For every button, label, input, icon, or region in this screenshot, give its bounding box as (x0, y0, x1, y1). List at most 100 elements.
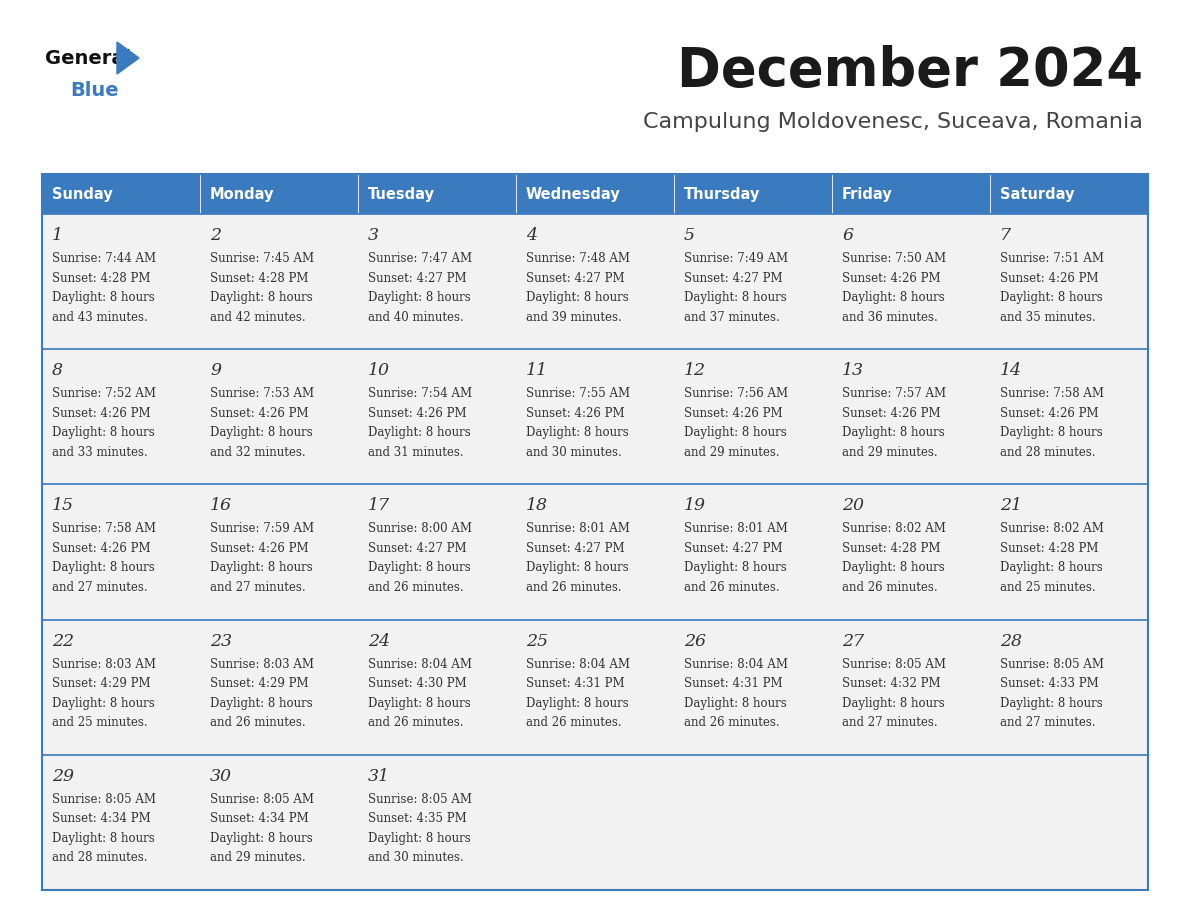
Text: Sunrise: 8:01 AM: Sunrise: 8:01 AM (526, 522, 630, 535)
Text: Sunrise: 7:58 AM: Sunrise: 7:58 AM (1000, 387, 1104, 400)
Text: and 28 minutes.: and 28 minutes. (52, 851, 147, 865)
Text: Sunset: 4:32 PM: Sunset: 4:32 PM (842, 677, 941, 690)
Bar (200, 349, 358, 485)
Text: and 39 minutes.: and 39 minutes. (526, 310, 621, 323)
Text: Sunset: 4:26 PM: Sunset: 4:26 PM (684, 407, 783, 420)
Text: 7: 7 (1000, 227, 1011, 244)
Text: and 31 minutes.: and 31 minutes. (368, 446, 463, 459)
Text: 23: 23 (210, 633, 232, 650)
Bar (674, 485, 832, 620)
Text: 2: 2 (210, 227, 221, 244)
Bar (200, 214, 358, 349)
Text: Sunrise: 7:47 AM: Sunrise: 7:47 AM (368, 252, 472, 265)
Text: Sunset: 4:26 PM: Sunset: 4:26 PM (368, 407, 467, 420)
Text: Sunset: 4:31 PM: Sunset: 4:31 PM (684, 677, 783, 690)
Text: Daylight: 8 hours: Daylight: 8 hours (52, 426, 154, 439)
Text: and 26 minutes.: and 26 minutes. (368, 716, 463, 729)
Text: Daylight: 8 hours: Daylight: 8 hours (842, 426, 944, 439)
Text: Sunrise: 7:49 AM: Sunrise: 7:49 AM (684, 252, 788, 265)
Text: 6: 6 (842, 227, 853, 244)
Text: Sunrise: 8:05 AM: Sunrise: 8:05 AM (368, 793, 472, 806)
Text: Daylight: 8 hours: Daylight: 8 hours (52, 562, 154, 575)
Text: 24: 24 (368, 633, 390, 650)
Text: and 33 minutes.: and 33 minutes. (52, 446, 147, 459)
Text: and 36 minutes.: and 36 minutes. (842, 310, 937, 323)
Text: and 30 minutes.: and 30 minutes. (526, 446, 621, 459)
Text: and 26 minutes.: and 26 minutes. (526, 716, 621, 729)
Bar (42, 174, 200, 214)
Text: Sunset: 4:26 PM: Sunset: 4:26 PM (210, 542, 309, 554)
Text: Daylight: 8 hours: Daylight: 8 hours (52, 291, 154, 304)
Text: Daylight: 8 hours: Daylight: 8 hours (842, 562, 944, 575)
Bar (42, 349, 200, 485)
Text: Saturday: Saturday (1000, 186, 1074, 201)
Text: and 27 minutes.: and 27 minutes. (842, 716, 937, 729)
Text: Sunrise: 7:45 AM: Sunrise: 7:45 AM (210, 252, 314, 265)
Text: 30: 30 (210, 767, 232, 785)
Text: Sunset: 4:26 PM: Sunset: 4:26 PM (842, 407, 941, 420)
Text: 19: 19 (684, 498, 706, 514)
Bar (516, 620, 674, 755)
Text: Sunset: 4:35 PM: Sunset: 4:35 PM (368, 812, 467, 825)
Bar (832, 620, 990, 755)
Text: Sunset: 4:26 PM: Sunset: 4:26 PM (1000, 407, 1099, 420)
Text: 20: 20 (842, 498, 864, 514)
Text: Sunset: 4:33 PM: Sunset: 4:33 PM (1000, 677, 1099, 690)
Bar (200, 174, 358, 214)
Text: Sunset: 4:26 PM: Sunset: 4:26 PM (526, 407, 625, 420)
Bar (42, 485, 200, 620)
Bar (358, 755, 516, 890)
Text: and 26 minutes.: and 26 minutes. (368, 581, 463, 594)
Text: Sunset: 4:29 PM: Sunset: 4:29 PM (52, 677, 151, 690)
Bar (516, 214, 674, 349)
Text: Tuesday: Tuesday (368, 186, 435, 201)
Bar (516, 755, 674, 890)
Text: 31: 31 (368, 767, 390, 785)
Text: 25: 25 (526, 633, 548, 650)
Text: Daylight: 8 hours: Daylight: 8 hours (368, 562, 470, 575)
Text: General: General (45, 49, 131, 68)
Text: Sunrise: 8:05 AM: Sunrise: 8:05 AM (1000, 657, 1104, 671)
Bar (832, 755, 990, 890)
Text: Sunrise: 7:50 AM: Sunrise: 7:50 AM (842, 252, 946, 265)
Bar (200, 755, 358, 890)
Bar (990, 214, 1148, 349)
Text: and 29 minutes.: and 29 minutes. (842, 446, 937, 459)
Text: Daylight: 8 hours: Daylight: 8 hours (526, 562, 628, 575)
Text: 11: 11 (526, 363, 548, 379)
Text: Sunday: Sunday (52, 186, 113, 201)
Text: Friday: Friday (842, 186, 892, 201)
Text: Monday: Monday (210, 186, 274, 201)
Text: Sunrise: 7:58 AM: Sunrise: 7:58 AM (52, 522, 156, 535)
Text: Sunset: 4:27 PM: Sunset: 4:27 PM (368, 272, 467, 285)
Text: Daylight: 8 hours: Daylight: 8 hours (210, 832, 312, 845)
Text: Daylight: 8 hours: Daylight: 8 hours (1000, 697, 1102, 710)
Bar (516, 174, 674, 214)
Bar (832, 485, 990, 620)
Text: Daylight: 8 hours: Daylight: 8 hours (526, 291, 628, 304)
Text: Sunrise: 8:02 AM: Sunrise: 8:02 AM (1000, 522, 1104, 535)
Text: Daylight: 8 hours: Daylight: 8 hours (526, 697, 628, 710)
Text: and 40 minutes.: and 40 minutes. (368, 310, 463, 323)
Text: Sunrise: 7:53 AM: Sunrise: 7:53 AM (210, 387, 314, 400)
Text: Campulung Moldovenesc, Suceava, Romania: Campulung Moldovenesc, Suceava, Romania (643, 112, 1143, 132)
Polygon shape (116, 42, 139, 74)
Text: 1: 1 (52, 227, 63, 244)
Text: and 43 minutes.: and 43 minutes. (52, 310, 147, 323)
Text: 22: 22 (52, 633, 74, 650)
Text: Daylight: 8 hours: Daylight: 8 hours (684, 562, 786, 575)
Bar (200, 620, 358, 755)
Text: December 2024: December 2024 (677, 45, 1143, 97)
Text: Daylight: 8 hours: Daylight: 8 hours (1000, 426, 1102, 439)
Text: and 35 minutes.: and 35 minutes. (1000, 310, 1095, 323)
Text: 18: 18 (526, 498, 548, 514)
Text: Daylight: 8 hours: Daylight: 8 hours (368, 697, 470, 710)
Text: 29: 29 (52, 767, 74, 785)
Text: Sunrise: 7:52 AM: Sunrise: 7:52 AM (52, 387, 156, 400)
Bar (42, 755, 200, 890)
Text: and 29 minutes.: and 29 minutes. (210, 851, 305, 865)
Bar (358, 174, 516, 214)
Text: Daylight: 8 hours: Daylight: 8 hours (684, 291, 786, 304)
Text: Daylight: 8 hours: Daylight: 8 hours (842, 291, 944, 304)
Bar (516, 485, 674, 620)
